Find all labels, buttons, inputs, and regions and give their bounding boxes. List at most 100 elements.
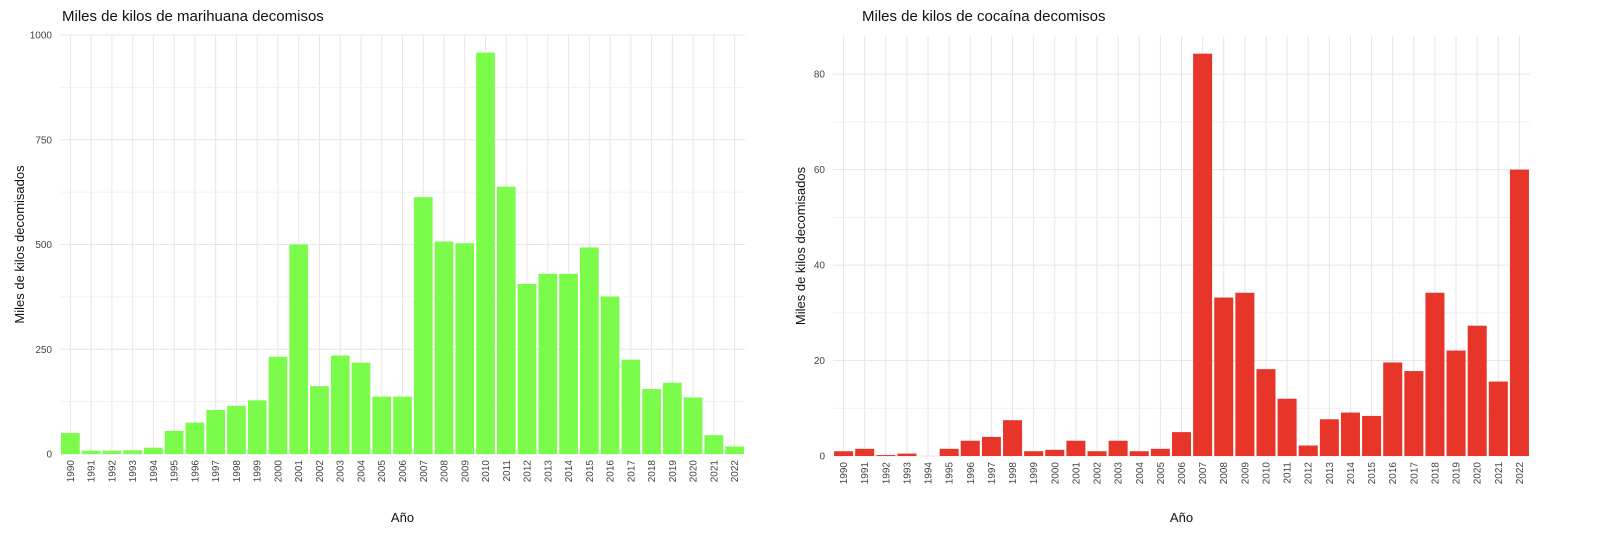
bar-2004 — [351, 362, 371, 454]
x-tick-label: 2008 — [1219, 462, 1230, 485]
x-tick-label: 2017 — [626, 460, 637, 483]
bar-2009 — [455, 243, 475, 454]
x-tick-label: 2016 — [1388, 462, 1399, 485]
x-tick-label: 1991 — [87, 460, 98, 483]
x-tick-label: 2015 — [585, 460, 596, 483]
x-tick-label: 1995 — [945, 462, 956, 485]
x-tick-label: 2000 — [273, 460, 284, 483]
bars — [834, 53, 1529, 457]
bar-2008 — [434, 241, 454, 454]
bar-2001 — [1066, 440, 1086, 456]
y-tick-label: 1000 — [30, 31, 53, 42]
bar-2000 — [268, 356, 288, 454]
bar-1999 — [1024, 451, 1044, 456]
bar-2019 — [663, 382, 682, 454]
bar-2007 — [413, 197, 433, 454]
y-tick-label: 60 — [814, 165, 826, 176]
x-tick-label: 1998 — [1008, 462, 1019, 485]
bar-1998 — [1003, 420, 1023, 456]
x-tick-label: 2014 — [1346, 462, 1357, 485]
x-tick-label: 1996 — [966, 462, 977, 485]
bar-1999 — [247, 400, 267, 454]
bar-2019 — [1446, 350, 1466, 456]
x-tick-label: 2004 — [1135, 462, 1146, 485]
cocaina-chart-panel: Miles de kilos de cocaína decomisos 0 20 4… — [793, 0, 1620, 558]
x-tick-label: 2019 — [668, 460, 679, 483]
bar-1991 — [81, 450, 101, 454]
y-tick-label: 750 — [35, 135, 52, 146]
x-tick-label: 1990 — [839, 462, 850, 485]
x-tick-label: 2020 — [1473, 462, 1484, 485]
x-tick-label: 1992 — [107, 460, 118, 483]
bar-2002 — [310, 386, 329, 454]
marihuana-chart-panel: Miles de kilos de marihuana decomisos 0 2… — [0, 0, 800, 558]
x-tick-label: 1993 — [902, 462, 913, 485]
x-tick-label: 2002 — [1093, 462, 1104, 485]
x-tick-label: 2013 — [1325, 462, 1336, 485]
bar-2009 — [1235, 292, 1255, 456]
bar-1993 — [897, 453, 917, 456]
bar-2000 — [1045, 449, 1065, 456]
x-tick-label: 2022 — [730, 460, 741, 483]
bar-2018 — [1425, 292, 1445, 456]
x-tick-label: 2013 — [543, 460, 554, 483]
bar-2006 — [393, 396, 412, 454]
x-tick-label: 1996 — [190, 460, 201, 483]
bar-1992 — [102, 450, 122, 454]
bar-1995 — [164, 430, 184, 454]
bar-1997 — [981, 436, 1001, 456]
bar-2010 — [476, 52, 495, 455]
y-axis-title: Miles de kilos decomisados — [793, 166, 808, 325]
bars — [61, 52, 744, 455]
bar-1995 — [939, 448, 959, 456]
bar-2001 — [289, 244, 309, 454]
x-tick-label: 2007 — [1198, 462, 1209, 485]
x-tick-label: 2010 — [1261, 462, 1272, 485]
y-tick-label: 20 — [814, 356, 826, 367]
bar-2016 — [1383, 362, 1403, 456]
bar-2007 — [1193, 53, 1213, 457]
x-tick-label: 2003 — [1114, 462, 1125, 485]
x-tick-label: 1991 — [860, 462, 871, 485]
x-tick-label: 2014 — [564, 460, 575, 483]
bar-2014 — [1340, 412, 1360, 456]
x-tick-label: 2020 — [689, 460, 700, 483]
bar-2012 — [517, 283, 537, 454]
bar-2015 — [1362, 415, 1382, 456]
bar-2022 — [725, 446, 744, 454]
bar-2006 — [1171, 432, 1192, 456]
x-tick-label: 2009 — [460, 460, 471, 483]
x-tick-label: 2018 — [1430, 462, 1441, 485]
bar-2005 — [372, 396, 392, 454]
x-tick-label: 1994 — [149, 460, 160, 483]
y-tick-label: 40 — [814, 261, 826, 272]
bar-2002 — [1087, 451, 1107, 456]
y-axis-ticks: 0 20 40 60 80 — [814, 70, 826, 463]
bar-2021 — [704, 435, 724, 454]
chart-title: Miles de kilos de cocaína decomisos — [862, 8, 1106, 25]
x-tick-label: 1992 — [881, 462, 892, 485]
x-tick-label: 1999 — [253, 460, 264, 483]
x-tick-label: 2008 — [440, 460, 451, 483]
x-tick-label: 1999 — [1029, 462, 1040, 485]
x-tick-label: 1995 — [170, 460, 181, 483]
bar-2017 — [621, 359, 641, 454]
bar-1994 — [144, 447, 163, 454]
x-tick-label: 2009 — [1240, 462, 1251, 485]
x-tick-label: 2010 — [481, 460, 492, 483]
bar-2005 — [1150, 448, 1170, 456]
bar-1990 — [61, 433, 80, 454]
x-tick-label: 2001 — [294, 460, 305, 483]
x-tick-label: 2021 — [709, 460, 720, 483]
bar-2011 — [496, 186, 516, 455]
x-tick-label: 2021 — [1494, 462, 1505, 485]
bar-2008 — [1214, 297, 1234, 456]
x-axis-ticks: 1990 1991 1992 1993 1994 1995 1996 1997 1998 1999… — [839, 462, 1526, 485]
y-tick-label: 250 — [35, 345, 52, 356]
x-tick-label: 2000 — [1050, 462, 1061, 485]
bar-1998 — [227, 405, 246, 454]
y-tick-label: 0 — [46, 450, 52, 461]
bar-1996 — [185, 422, 205, 454]
